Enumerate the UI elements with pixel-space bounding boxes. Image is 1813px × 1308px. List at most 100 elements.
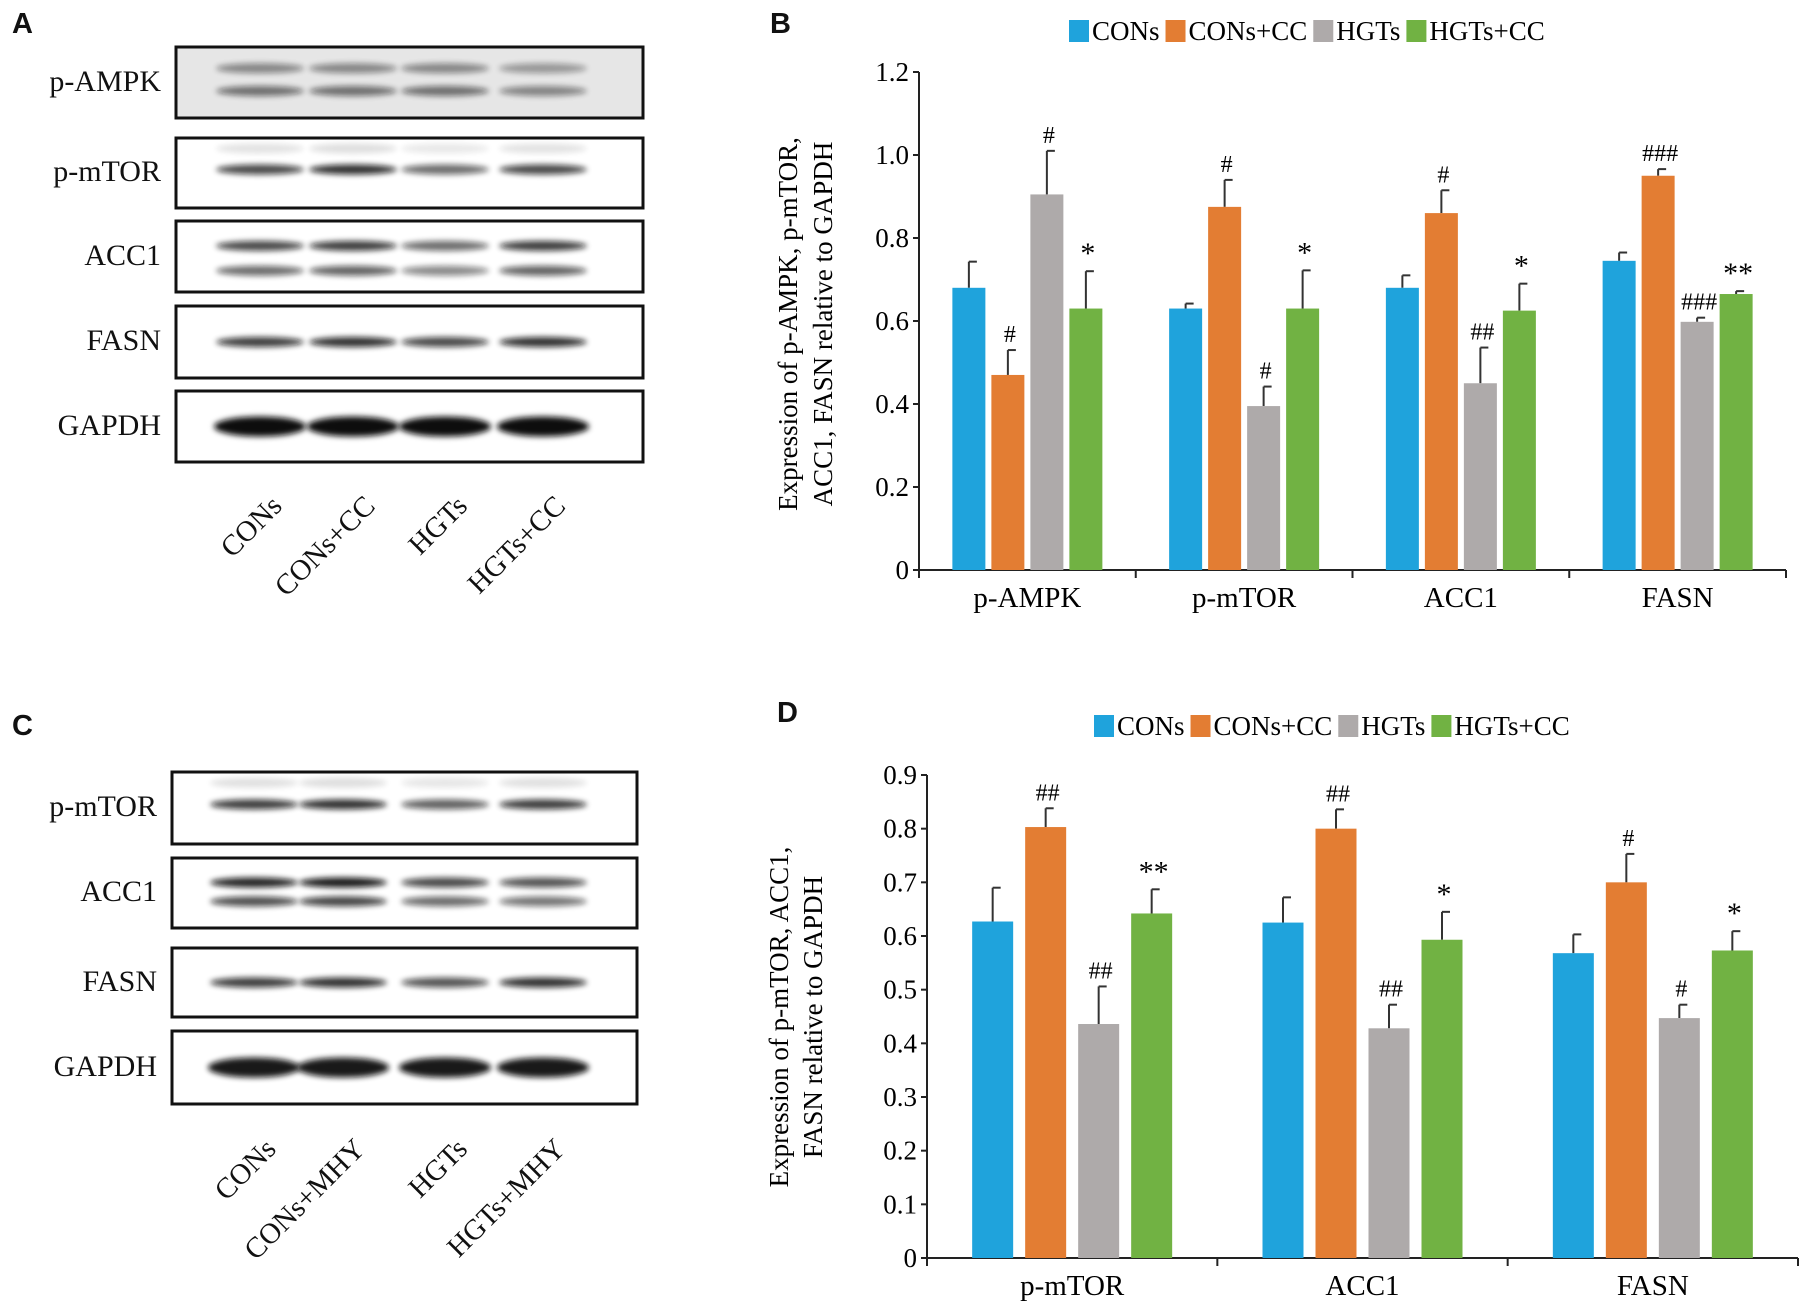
protein-band	[214, 416, 306, 437]
y-tick-label: 0.6	[875, 306, 909, 336]
chart-d: CONs CONs+CC HGTs HGTs+CC 0 0.1 0.2 0.3 0.4 0.5 0.…	[764, 711, 1799, 1302]
blot-p-mtor-c	[170, 770, 639, 846]
blot-fasn-c	[170, 946, 639, 1019]
legend-label: CONs+CC	[1189, 16, 1308, 46]
bar-cons-fasn	[1602, 260, 1636, 570]
y-tick-label: 0.7	[883, 867, 917, 897]
bar-hgts-cc-acc1	[1502, 310, 1536, 570]
blot-label-acc1: ACC1	[84, 238, 161, 272]
protein-band	[401, 240, 489, 251]
significance-mark: #	[1043, 123, 1055, 149]
significance-mark: *	[1514, 250, 1529, 283]
significance-mark: ###	[1642, 141, 1678, 167]
y-tick-label: 0	[904, 1243, 918, 1273]
bar-hgts-cc-p-ampk	[1069, 308, 1103, 570]
legend-label: HGTs+CC	[1429, 16, 1544, 46]
legend-label: CONs	[1092, 16, 1160, 46]
protein-band	[216, 164, 304, 175]
bar-hgts-cc-fasn	[1719, 294, 1753, 570]
bar-hgts-cc-p-mtor	[1131, 913, 1173, 1258]
protein-band	[309, 86, 397, 97]
legend: CONs CONs+CC HGTs HGTs+CC	[1094, 711, 1570, 741]
protein-band	[401, 143, 489, 154]
legend-swatch	[1069, 20, 1089, 42]
bar-cons-p-mtor	[1169, 308, 1203, 570]
significance-mark: #	[1675, 977, 1687, 1003]
y-tick-label: 0.5	[883, 975, 917, 1005]
blot-label-gapdh: GAPDH	[53, 1049, 157, 1083]
significance-mark: ##	[1036, 780, 1060, 806]
protein-band	[307, 416, 399, 437]
protein-band	[299, 977, 387, 988]
bar-cons-cc-fasn	[1641, 175, 1675, 570]
protein-band	[401, 86, 489, 97]
bar-cons-cc-acc1	[1424, 213, 1458, 570]
bar-hgts-fasn	[1680, 321, 1714, 570]
blot-label-fasn: FASN	[86, 324, 161, 357]
bar-hgts-p-ampk	[1030, 194, 1064, 571]
protein-band	[401, 799, 489, 810]
protein-band	[299, 896, 387, 907]
y-tick-label: 0.4	[883, 1028, 917, 1058]
protein-band	[401, 977, 489, 988]
protein-band	[399, 1057, 491, 1078]
blot-label-fasn: FASN	[82, 964, 157, 998]
blot-label-p-mtor: p-mTOR	[49, 790, 157, 823]
significance-mark: ##	[1379, 977, 1403, 1003]
protein-band	[309, 265, 397, 276]
protein-band	[499, 877, 587, 888]
blot-label-acc1: ACC1	[80, 875, 157, 908]
x-tick-label: FASN	[1642, 582, 1714, 614]
protein-band	[499, 240, 587, 251]
blot-p-mtor-a	[174, 136, 645, 210]
bar-cons-cc-p-ampk	[991, 374, 1025, 570]
protein-band	[216, 86, 304, 97]
significance-mark: *	[1297, 236, 1312, 269]
x-tick-label: FASN	[1617, 1270, 1689, 1302]
legend-swatch	[1094, 715, 1114, 737]
protein-band	[297, 1057, 389, 1078]
bar-hgts-acc1	[1368, 1028, 1410, 1258]
bar-hgts-cc-acc1	[1421, 939, 1463, 1258]
protein-band	[499, 143, 587, 154]
protein-band	[401, 777, 489, 788]
bar-cons-fasn	[1552, 953, 1594, 1258]
protein-band	[499, 799, 587, 810]
protein-band	[499, 777, 587, 788]
blot-acc1-c	[170, 856, 639, 930]
protein-band	[401, 265, 489, 276]
bar-cons-cc-acc1	[1315, 828, 1357, 1258]
blot-gapdh-c	[170, 1029, 639, 1106]
significance-mark: *	[1437, 878, 1452, 911]
protein-band	[216, 337, 304, 347]
protein-band	[210, 896, 298, 907]
protein-band	[401, 877, 489, 888]
y-tick-label: 0.9	[883, 760, 917, 790]
blot-label-gapdh: GAPDH	[57, 408, 161, 442]
legend-swatch	[1338, 715, 1359, 737]
panel-letter-c: C	[12, 710, 33, 742]
legend-label: CONs+CC	[1214, 711, 1333, 741]
legend-label: HGTs+CC	[1454, 711, 1569, 741]
protein-band	[401, 337, 489, 347]
protein-band	[309, 164, 397, 175]
protein-band	[210, 977, 298, 988]
significance-mark: #	[1622, 826, 1634, 852]
x-tick-label: p-AMPK	[973, 582, 1081, 614]
y-tick-label: 1.2	[875, 57, 909, 87]
bar-cons-acc1	[1385, 287, 1419, 570]
bar-hgts-p-mtor	[1078, 1024, 1120, 1258]
protein-band	[216, 265, 304, 276]
bar-cons-cc-p-mtor	[1025, 827, 1067, 1258]
bar-cons-cc-fasn	[1605, 882, 1647, 1258]
legend-swatch	[1190, 715, 1211, 737]
significance-mark: ##	[1470, 320, 1494, 346]
protein-band	[499, 977, 587, 988]
bar-hgts-cc-p-mtor	[1286, 308, 1320, 570]
protein-band	[210, 799, 298, 810]
protein-band	[299, 777, 387, 788]
chart-b: CONs CONs+CC HGTs HGTs+CC 0 0.2 0.4 0.6 0.8 1.0 1.…	[773, 16, 1787, 614]
protein-band	[399, 416, 491, 437]
y-tick-label: 0.3	[883, 1082, 917, 1112]
